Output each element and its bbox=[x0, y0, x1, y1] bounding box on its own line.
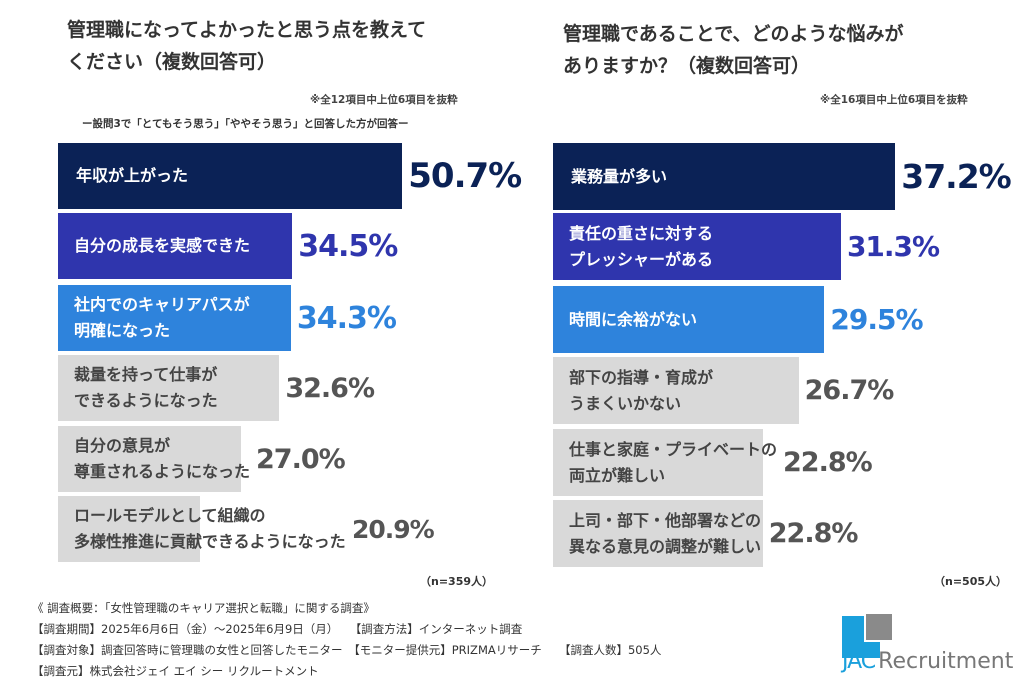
value-label: 27.0% bbox=[256, 443, 346, 475]
bar-label: 業務量が多い bbox=[571, 166, 668, 186]
logo-jac: JAC bbox=[842, 649, 876, 674]
bar bbox=[58, 355, 280, 421]
value-label: 22.8% bbox=[768, 518, 859, 549]
bar-row: 責任の重さに対する プレッシャーがある 31.3% bbox=[553, 213, 1003, 280]
bar bbox=[553, 500, 763, 567]
value-label: 26.7% bbox=[804, 375, 895, 406]
bar-label: 裁量を持って仕事が できるようになった bbox=[74, 365, 218, 410]
bar-row: 社内でのキャリアパスが 明確になった 34.3% bbox=[58, 285, 508, 351]
bar-label: 部下の指導・育成が うまくいかない bbox=[569, 367, 714, 413]
bar-row: 自分の意見が 尊重されるようになった 27.0% bbox=[58, 426, 508, 492]
logo-recruitment: Recruitment bbox=[878, 649, 1014, 674]
sample-size-left: （n=359人） bbox=[420, 575, 494, 588]
bar-label: 仕事と家庭・プライベートの 両立が難しい bbox=[569, 439, 778, 485]
bar-label: ロールモデルとして組織の 多様性推進に貢献できるようになった bbox=[74, 506, 346, 551]
footer-line: 【調査元】株式会社ジェイ エイ シー リクルートメント bbox=[32, 664, 319, 678]
bar-row: 仕事と家庭・プライベートの 両立が難しい 22.8% bbox=[553, 429, 1003, 496]
bar bbox=[58, 496, 200, 562]
bar-label: 自分の成長を実感できた bbox=[74, 236, 251, 255]
bar bbox=[553, 286, 825, 353]
footer-line: 【調査対象】調査回答時に管理職の女性と回答したモニター 【モニター提供元】PRI… bbox=[32, 643, 662, 657]
value-label: 50.7% bbox=[408, 156, 522, 196]
sample-size-right: （n=505人） bbox=[934, 575, 1008, 588]
survey-overview: 《 調査概要：「女性管理職のキャリア選択と転職」に関する調査》 【調査期間】20… bbox=[32, 598, 661, 682]
subnote-left: ー設問3で「とてもそう思う」「ややそう思う」と回答した方が回答ー bbox=[82, 118, 409, 130]
bar-row: 部下の指導・育成が うまくいかない 26.7% bbox=[553, 357, 1003, 424]
footer-line: 【調査期間】2025年6月6日（金）～2025年6月9日（月） 【調査方法】イン… bbox=[32, 622, 523, 636]
bar-row: 自分の成長を実感できた 34.5% bbox=[58, 213, 508, 279]
bar-label: 時間に余裕がない bbox=[569, 309, 698, 329]
puzzle-gray-icon bbox=[864, 612, 894, 642]
bar bbox=[553, 213, 841, 280]
bar-chart-left: 年収が上がった 50.7% 自分の成長を実感できた 34.5% 社内でのキャリアパスが … bbox=[58, 143, 522, 563]
bar-chart-right: 業務量が多い 37.2% 責任の重さに対する プレッシャーがある 31.3% 時間に余裕… bbox=[553, 143, 1012, 568]
value-label: 32.6% bbox=[285, 372, 375, 404]
value-label: 29.5% bbox=[830, 303, 923, 336]
value-label: 34.3% bbox=[296, 300, 397, 336]
bar-row: 業務量が多い 37.2% bbox=[553, 143, 1012, 210]
chart-title-right: 管理職であることで、どのような悩みが ありますか？（複数回答可） bbox=[563, 23, 904, 77]
value-label: 22.8% bbox=[783, 447, 873, 478]
bar-row: 上司・部下・他部署などの 異なる意見の調整が難しい 22.8% bbox=[553, 500, 1003, 567]
bar bbox=[553, 143, 896, 210]
bar-row: 裁量を持って仕事が できるようになった 32.6% bbox=[58, 355, 508, 421]
bar-row: 年収が上がった 50.7% bbox=[58, 143, 522, 209]
bar-label: 上司・部下・他部署などの 異なる意見の調整が難しい bbox=[569, 510, 762, 556]
chart-title-left: 管理職になってよかったと思う点を教えて ください（複数回答可） bbox=[67, 19, 427, 73]
value-label: 20.9% bbox=[352, 514, 435, 544]
value-label: 34.5% bbox=[298, 228, 398, 264]
bar bbox=[58, 143, 403, 209]
value-label: 37.2% bbox=[901, 157, 1011, 196]
bar-label: 年収が上がった bbox=[76, 166, 189, 185]
bar-row: ロールモデルとして組織の 多様性推進に貢献できるようになった 20.9% bbox=[58, 496, 508, 562]
bar-label: 自分の意見が 尊重されるようになった bbox=[74, 436, 251, 481]
bar-row: 時間に余裕がない 29.5% bbox=[553, 286, 1003, 353]
bar-label: 社内でのキャリアパスが 明確になった bbox=[74, 295, 250, 340]
bar bbox=[553, 357, 799, 424]
bar bbox=[58, 213, 293, 279]
jac-recruitment-logo: JAC Recruitment bbox=[842, 612, 1022, 676]
bar bbox=[58, 426, 242, 492]
note-right: ※全16項目中上位6項目を抜粋 bbox=[820, 94, 968, 106]
bar bbox=[553, 429, 763, 496]
value-label: 31.3% bbox=[846, 230, 940, 263]
bar bbox=[58, 285, 291, 351]
bar-label: 責任の重さに対する プレッシャーがある bbox=[569, 223, 714, 269]
note-left: ※全12項目中上位6項目を抜粋 bbox=[310, 94, 458, 106]
footer-line: 《 調査概要：「女性管理職のキャリア選択と転職」に関する調査》 bbox=[32, 601, 375, 615]
